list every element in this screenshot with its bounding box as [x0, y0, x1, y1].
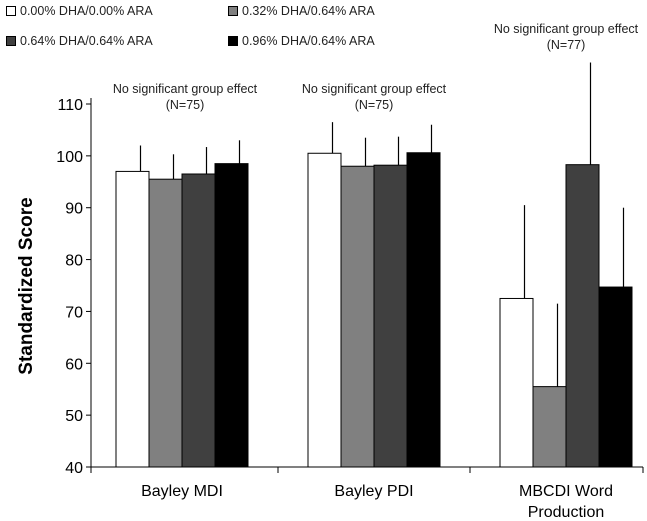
legend-label-series-4: 0.96% DHA/0.64% ARA — [242, 34, 375, 48]
legend-label-series-2: 0.32% DHA/0.64% ARA — [242, 4, 375, 18]
bar-2-3 — [532, 386, 567, 468]
legend-swatch-series-2 — [228, 6, 238, 16]
y-tick-label: 40 — [65, 460, 83, 477]
bar-3-1 — [181, 173, 216, 468]
legend-item-series-1: 0.00% DHA/0.00% ARA — [6, 4, 153, 18]
y-axis-title: Standardized Score — [16, 197, 37, 374]
annotation-3: No significant group effect — [494, 22, 639, 36]
bar-3-2 — [373, 164, 408, 468]
y-tick-label: 50 — [65, 408, 83, 425]
bar-4-2 — [406, 152, 441, 468]
category-label: Bayley PDI — [334, 483, 413, 500]
bar-1-2 — [307, 152, 342, 468]
bar-4-3 — [598, 286, 633, 468]
category-label: Production — [528, 504, 605, 521]
y-tick-label: 110 — [57, 97, 83, 114]
y-tick-label: 100 — [56, 149, 83, 166]
legend-label-series-1: 0.00% DHA/0.00% ARA — [20, 4, 153, 18]
bar-3-3 — [565, 164, 600, 468]
legend-swatch-series-4 — [228, 36, 238, 46]
y-tick-label: 60 — [65, 356, 83, 373]
category-label: MBCDI Word — [519, 483, 613, 500]
annotation-3: (N=77) — [547, 38, 586, 52]
bar-2-2 — [340, 165, 375, 468]
legend-item-series-4: 0.96% DHA/0.64% ARA — [228, 34, 375, 48]
legend-item-series-2: 0.32% DHA/0.64% ARA — [228, 4, 375, 18]
bar-4-1 — [214, 163, 249, 468]
bar-1-1 — [115, 170, 150, 468]
legend-swatch-series-3 — [6, 36, 16, 46]
y-tick-label: 80 — [65, 253, 83, 270]
y-tick-label: 90 — [65, 201, 83, 218]
bar-1-3 — [499, 297, 534, 468]
annotation-2: No significant group effect — [302, 82, 447, 96]
plot-area: 40 50 60 70 80 90 100 110 Bayley MDI Bayley PDI MB… — [56, 22, 644, 521]
legend-label-series-3: 0.64% DHA/0.64% ARA — [20, 34, 153, 48]
annotation-2: (N=75) — [355, 98, 394, 112]
y-tick-label: 70 — [65, 304, 83, 321]
bar-2-1 — [148, 178, 183, 468]
legend-item-series-3: 0.64% DHA/0.64% ARA — [6, 34, 153, 48]
annotation-1: No significant group effect — [113, 82, 258, 96]
category-label: Bayley MDI — [141, 483, 223, 500]
legend-swatch-series-1 — [6, 6, 16, 16]
annotation-1: (N=75) — [166, 98, 205, 112]
chart-legend: 0.00% DHA/0.00% ARA 0.32% DHA/0.64% ARA … — [6, 4, 386, 56]
